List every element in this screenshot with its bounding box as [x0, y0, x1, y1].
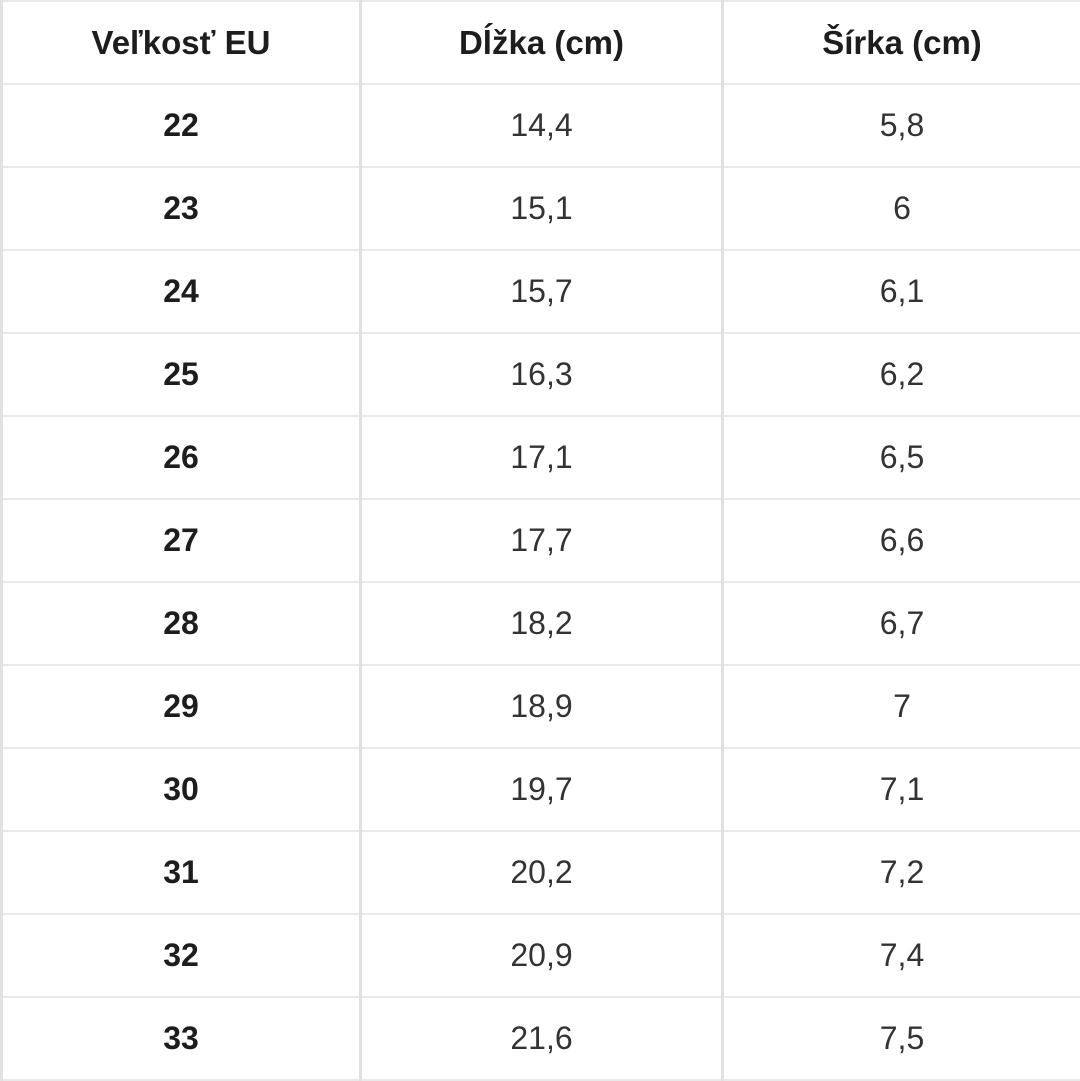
width-cm-value: 6,1 [723, 250, 1080, 333]
length-cm-value: 18,9 [361, 665, 723, 748]
length-cm-value: 16,3 [361, 333, 723, 416]
table-row: 24 15,7 6,1 [2, 250, 1080, 333]
size-eu-value: 28 [2, 582, 361, 665]
width-cm-value: 6,7 [723, 582, 1080, 665]
width-cm-value: 7,1 [723, 748, 1080, 831]
table-row: 27 17,7 6,6 [2, 499, 1080, 582]
size-eu-value: 29 [2, 665, 361, 748]
size-eu-value: 27 [2, 499, 361, 582]
width-cm-value: 5,8 [723, 84, 1080, 167]
length-cm-value: 15,7 [361, 250, 723, 333]
table-row: 33 21,6 7,5 [2, 997, 1080, 1080]
length-cm-value: 20,2 [361, 831, 723, 914]
size-eu-value: 33 [2, 997, 361, 1080]
width-cm-value: 6,2 [723, 333, 1080, 416]
size-eu-value: 30 [2, 748, 361, 831]
width-cm-value: 7,2 [723, 831, 1080, 914]
table-row: 26 17,1 6,5 [2, 416, 1080, 499]
table-row: 31 20,2 7,2 [2, 831, 1080, 914]
column-header-width-cm: Šírka (cm) [723, 1, 1080, 84]
length-cm-value: 17,7 [361, 499, 723, 582]
width-cm-value: 6 [723, 167, 1080, 250]
size-eu-value: 22 [2, 84, 361, 167]
header-row: Veľkosť EU Dĺžka (cm) Šírka (cm) [2, 1, 1080, 84]
size-eu-value: 26 [2, 416, 361, 499]
column-header-length-cm: Dĺžka (cm) [361, 1, 723, 84]
table-row: 25 16,3 6,2 [2, 333, 1080, 416]
width-cm-value: 7 [723, 665, 1080, 748]
length-cm-value: 15,1 [361, 167, 723, 250]
width-cm-value: 7,4 [723, 914, 1080, 997]
size-eu-value: 23 [2, 167, 361, 250]
length-cm-value: 18,2 [361, 582, 723, 665]
size-eu-value: 24 [2, 250, 361, 333]
width-cm-value: 6,5 [723, 416, 1080, 499]
length-cm-value: 21,6 [361, 997, 723, 1080]
width-cm-value: 6,6 [723, 499, 1080, 582]
table-row: 32 20,9 7,4 [2, 914, 1080, 997]
table-row: 28 18,2 6,7 [2, 582, 1080, 665]
size-eu-value: 25 [2, 333, 361, 416]
column-header-size-eu: Veľkosť EU [2, 1, 361, 84]
table-row: 23 15,1 6 [2, 167, 1080, 250]
width-cm-value: 7,5 [723, 997, 1080, 1080]
length-cm-value: 14,4 [361, 84, 723, 167]
table-row: 29 18,9 7 [2, 665, 1080, 748]
table-row: 22 14,4 5,8 [2, 84, 1080, 167]
length-cm-value: 17,1 [361, 416, 723, 499]
table-row: 30 19,7 7,1 [2, 748, 1080, 831]
length-cm-value: 20,9 [361, 914, 723, 997]
length-cm-value: 19,7 [361, 748, 723, 831]
size-eu-value: 32 [2, 914, 361, 997]
size-eu-value: 31 [2, 831, 361, 914]
